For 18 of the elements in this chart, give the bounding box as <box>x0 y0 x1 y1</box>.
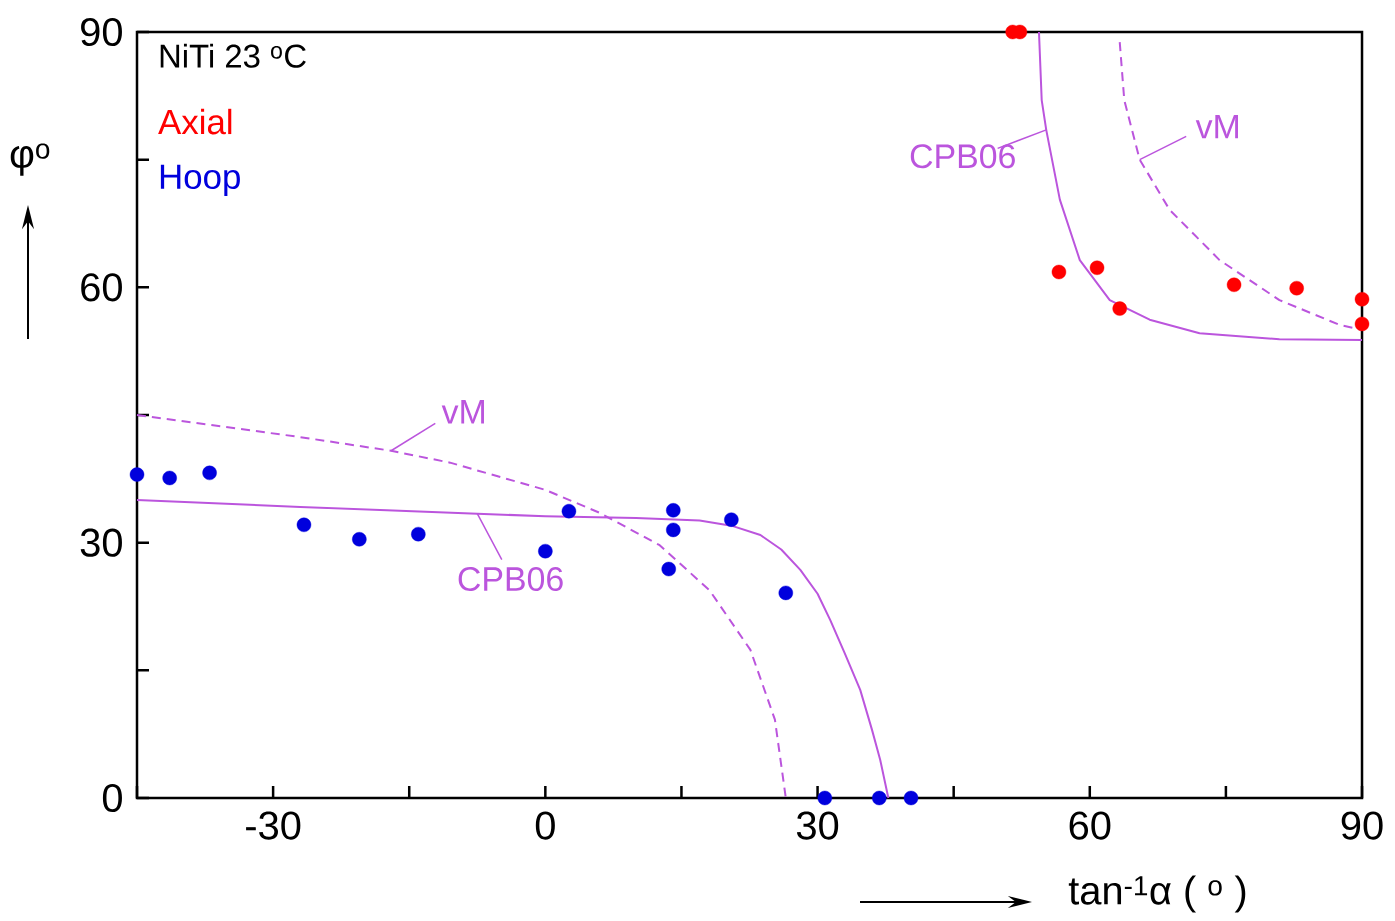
y-tick-label: 30 <box>80 528 122 557</box>
annotation: NiTi 23 $^{o}$C <box>160 43 306 68</box>
annotation: CPB06 <box>458 567 563 592</box>
x-tick-label: 0 <box>535 811 555 840</box>
x-tick-label: 90 <box>1341 811 1383 840</box>
y-tick-label: 0 <box>102 783 122 813</box>
annotation: vM <box>441 400 484 424</box>
annotation: vM <box>1195 114 1238 139</box>
y-axis-title: φ$^{o}$ <box>10 143 50 176</box>
annotation: CPB06 <box>910 144 1015 169</box>
x-tick-label: 30 <box>796 811 839 840</box>
y-tick-label: 90 <box>81 17 122 47</box>
y-tick-label: 60 <box>81 273 122 302</box>
x-axis-title: tan$^{-1}$α ( $^{o}$ ) <box>1068 875 1246 913</box>
text: Axial <box>158 108 232 135</box>
text: Hoop <box>160 164 240 196</box>
x-tick-label: -30 <box>246 811 301 840</box>
x-tick-label: 60 <box>1069 811 1111 840</box>
